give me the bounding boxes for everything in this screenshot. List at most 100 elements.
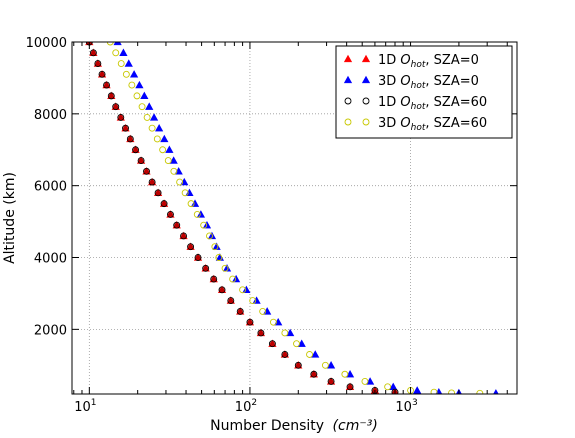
data-point xyxy=(210,275,218,283)
data-point xyxy=(215,254,223,261)
data-point xyxy=(413,386,422,394)
data-point xyxy=(221,264,229,272)
data-point-overlap xyxy=(95,61,101,66)
data-point-overlap xyxy=(219,287,225,293)
legend-marker xyxy=(362,97,370,105)
data-point xyxy=(246,318,254,326)
data-point xyxy=(281,329,289,337)
data-point xyxy=(133,92,141,100)
data-point xyxy=(268,340,276,348)
data-point xyxy=(107,92,115,100)
data-point xyxy=(155,123,164,132)
data-point xyxy=(169,156,178,164)
data-point xyxy=(361,377,369,385)
legend-marker xyxy=(343,75,353,84)
data-point xyxy=(294,361,302,369)
data-point xyxy=(112,49,120,57)
data-point xyxy=(430,388,438,394)
legend-entry: 3D Ohot, SZA=60 xyxy=(378,116,487,133)
data-point-overlap xyxy=(282,352,288,357)
data-point-overlap xyxy=(127,136,133,142)
data-point xyxy=(239,286,247,294)
data-point xyxy=(193,210,201,218)
x-tick-label: 102 xyxy=(235,398,257,415)
data-point xyxy=(173,221,181,229)
data-point-overlap xyxy=(118,115,124,120)
data-point-overlap xyxy=(99,71,105,77)
legend-marker xyxy=(361,75,371,84)
data-point xyxy=(231,274,241,283)
data-point xyxy=(103,81,110,89)
data-point xyxy=(148,124,156,132)
data-point-overlap xyxy=(113,104,119,110)
data-point-overlap xyxy=(168,212,173,217)
data-point xyxy=(154,189,162,197)
data-point-overlap xyxy=(144,168,149,174)
data-points xyxy=(85,42,499,394)
legend-marker xyxy=(343,54,353,63)
data-point xyxy=(148,178,156,186)
data-point xyxy=(196,210,206,218)
data-point xyxy=(132,146,140,154)
data-point-overlap xyxy=(258,330,264,336)
data-point xyxy=(187,200,195,208)
data-point xyxy=(128,81,136,89)
data-point-overlap xyxy=(133,147,138,153)
data-point-overlap xyxy=(161,201,167,207)
data-point-overlap xyxy=(174,222,180,228)
data-point xyxy=(122,70,130,78)
x-axis-label: Number Density (cm⁻³) xyxy=(210,418,378,434)
data-point xyxy=(140,91,149,100)
data-point xyxy=(98,70,106,78)
y-tick-label: 4000 xyxy=(34,252,67,267)
data-point xyxy=(170,167,178,175)
data-point-overlap xyxy=(295,362,301,368)
data-point xyxy=(143,167,150,175)
data-point-overlap xyxy=(203,265,209,271)
data-point xyxy=(135,80,144,89)
data-point xyxy=(194,254,202,261)
data-point xyxy=(164,157,172,164)
data-point xyxy=(187,243,195,251)
data-point xyxy=(236,307,244,315)
data-point xyxy=(257,329,265,337)
legend: 1D Ohot, SZA=0 3D Ohot, SZA=0 1D Ohot, SZA… xyxy=(335,45,513,139)
data-point xyxy=(326,361,336,369)
data-point xyxy=(448,389,456,394)
series-2 xyxy=(85,42,399,394)
data-point xyxy=(145,102,154,110)
x-tick-label: 103 xyxy=(395,398,417,415)
y-tick-label: 10000 xyxy=(26,36,67,51)
data-point xyxy=(259,307,267,315)
data-point xyxy=(341,370,349,378)
data-point-overlap xyxy=(228,298,234,304)
data-point xyxy=(149,113,159,121)
data-point xyxy=(138,103,146,111)
x-axis-label-text: Number Density xyxy=(210,418,324,434)
y-tick-label: 6000 xyxy=(34,180,67,195)
data-point xyxy=(124,59,133,67)
legend-entry: 1D Ohot, SZA=0 xyxy=(378,53,479,70)
x-tick-label: 101 xyxy=(74,398,96,415)
data-point xyxy=(167,210,174,218)
data-point xyxy=(286,328,295,337)
legend-marker xyxy=(344,97,352,105)
data-point xyxy=(129,70,139,78)
data-point xyxy=(143,113,151,121)
data-point xyxy=(229,275,237,283)
y-tick-label: 2000 xyxy=(34,323,67,338)
data-point-overlap xyxy=(328,379,334,384)
data-point xyxy=(218,286,226,294)
data-point xyxy=(222,264,232,272)
plot-frame xyxy=(71,41,518,395)
data-point-overlap xyxy=(311,371,317,377)
data-point xyxy=(476,389,484,394)
data-point-overlap xyxy=(123,125,128,131)
data-point xyxy=(137,157,145,164)
data-point-overlap xyxy=(195,255,201,260)
data-point xyxy=(190,199,200,207)
data-point xyxy=(493,389,499,394)
series-1 xyxy=(113,42,499,394)
legend-marker xyxy=(361,54,371,63)
